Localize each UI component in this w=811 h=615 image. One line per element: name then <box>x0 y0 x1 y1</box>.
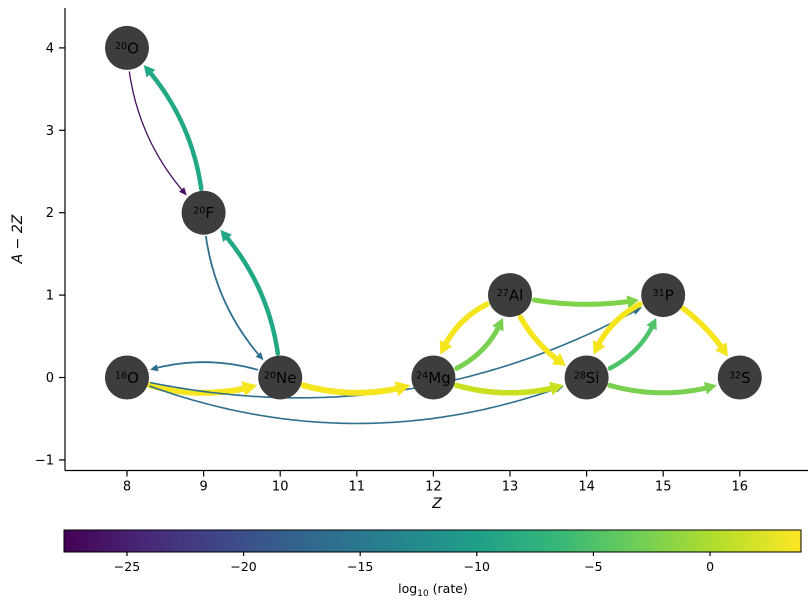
node-circle-24Mg <box>411 355 456 400</box>
x-tick-label: 8 <box>123 480 131 495</box>
arrowhead-27Al-to-31P <box>626 295 639 308</box>
x-tick-label: 10 <box>272 480 289 495</box>
node-28Si: 28Si <box>564 355 609 400</box>
x-tick-label: 9 <box>199 480 207 495</box>
node-27Al: 27Al <box>488 273 532 318</box>
edge-16O-to-28Si <box>149 385 557 425</box>
arrowhead-20O-to-20F <box>179 187 187 196</box>
y-tick-label: 0 <box>46 371 54 386</box>
arrowhead-20Ne-to-20F <box>220 229 232 242</box>
node-32S: 32S <box>717 355 762 400</box>
edge-20O-to-20F <box>128 71 183 191</box>
arrowhead-20Ne-to-24Mg <box>394 381 411 397</box>
y-tick-label: 2 <box>46 206 54 221</box>
arrowhead-31P-to-28Si <box>592 340 606 355</box>
x-axis-label: Z <box>431 496 442 512</box>
x-tick-label: 15 <box>655 480 672 495</box>
node-20O: 20O <box>105 25 149 70</box>
colorbar-tick-label: −15 <box>347 559 373 574</box>
edge-24Mg-to-27Al <box>454 326 501 371</box>
node-circle-20Ne <box>258 355 303 400</box>
edges-layer <box>128 65 728 425</box>
colorbar-tick-label: −10 <box>464 559 490 574</box>
node-20Ne: 20Ne <box>258 355 303 400</box>
arrowhead-28Si-to-31P <box>646 318 657 331</box>
y-axis-label: A − 2Z <box>10 214 26 264</box>
node-label-16O: 16O <box>115 369 139 387</box>
edge-31P-to-32S <box>680 305 724 350</box>
node-label-28Si: 28Si <box>574 369 600 387</box>
colorbar-gradient <box>63 529 802 553</box>
arrowhead-24Mg-to-28Si <box>549 381 564 396</box>
node-label-32S: 32S <box>729 369 751 387</box>
arrowhead-20Ne-to-16O <box>150 364 159 372</box>
node-16O: 16O <box>105 355 149 400</box>
node-circle-31P <box>641 273 686 318</box>
y-tick-label: −1 <box>35 453 54 468</box>
y-tick-label: 3 <box>46 124 54 139</box>
y-axis-ticks: −1 0 1 2 3 4 <box>35 41 65 468</box>
arrowhead-16O-to-20Ne <box>241 381 258 397</box>
node-circle-20F <box>181 190 226 235</box>
nodes-layer: 16O 20O 20F 20Ne 24Mg 27Al 28Si 31P 32S <box>105 25 762 400</box>
arrowhead-24Mg-to-27Al <box>492 318 504 332</box>
arrowhead-27Al-to-24Mg <box>439 340 453 355</box>
axes-spines <box>64 8 808 472</box>
edge-27Al-to-24Mg <box>443 301 490 346</box>
node-circle-27Al <box>488 273 532 318</box>
x-tick-label: 16 <box>732 480 749 495</box>
colorbar-tick-label: −20 <box>230 559 256 574</box>
edge-20F-to-20Ne <box>205 235 260 356</box>
node-label-31P: 31P <box>653 287 674 305</box>
colorbar-tick-label: −5 <box>584 559 602 574</box>
node-24Mg: 24Mg <box>411 355 456 400</box>
edge-28Si-to-31P <box>607 325 654 371</box>
arrowhead-27Al-to-28Si <box>551 353 566 366</box>
edge-27Al-to-31P <box>531 297 630 307</box>
y-tick-label: 4 <box>46 41 54 56</box>
node-label-20O: 20O <box>115 39 139 57</box>
node-31P: 31P <box>641 273 686 318</box>
arrowhead-20F-to-20O <box>143 65 156 78</box>
node-circle-32S <box>717 355 762 400</box>
edge-20Ne-to-24Mg <box>300 382 400 396</box>
arrowhead-31P-to-32S <box>715 342 728 357</box>
x-axis-ticks: 8 9 10 11 12 13 14 15 16 <box>123 470 749 495</box>
node-label-24Mg: 24Mg <box>416 369 451 387</box>
colorbar-label: log10 (rate) <box>398 581 468 599</box>
node-circle-16O <box>105 355 149 400</box>
edge-16O-to-20Ne <box>147 382 247 396</box>
colorbar-tick-label: 0 <box>706 559 714 574</box>
x-tick-label: 12 <box>425 480 442 495</box>
edge-20F-to-20O <box>148 71 204 191</box>
edge-28Si-to-32S <box>607 382 708 396</box>
node-label-20Ne: 20Ne <box>264 369 297 387</box>
x-tick-label: 14 <box>578 480 595 495</box>
arrowhead-20F-to-20Ne <box>255 352 264 361</box>
y-tick-label: 1 <box>46 289 54 304</box>
edge-20Ne-to-16O <box>156 361 259 371</box>
colorbar-tick-label: −25 <box>114 559 140 574</box>
edge-20Ne-to-20F <box>225 236 281 356</box>
node-circle-20O <box>105 25 149 70</box>
x-tick-label: 13 <box>502 480 519 495</box>
node-20F: 20F <box>181 190 226 235</box>
colorbar: −25 −20 −15 −10 −5 0 log10 (rate) <box>63 529 802 599</box>
node-label-20F: 20F <box>193 204 214 222</box>
edge-27Al-to-28Si <box>517 314 559 362</box>
edge-24Mg-to-28Si <box>453 382 554 396</box>
arrowhead-28Si-to-32S <box>703 382 717 395</box>
node-label-27Al: 27Al <box>497 287 524 305</box>
node-circle-28Si <box>564 355 609 400</box>
x-tick-label: 11 <box>349 480 366 495</box>
edge-31P-to-28Si <box>596 301 643 346</box>
